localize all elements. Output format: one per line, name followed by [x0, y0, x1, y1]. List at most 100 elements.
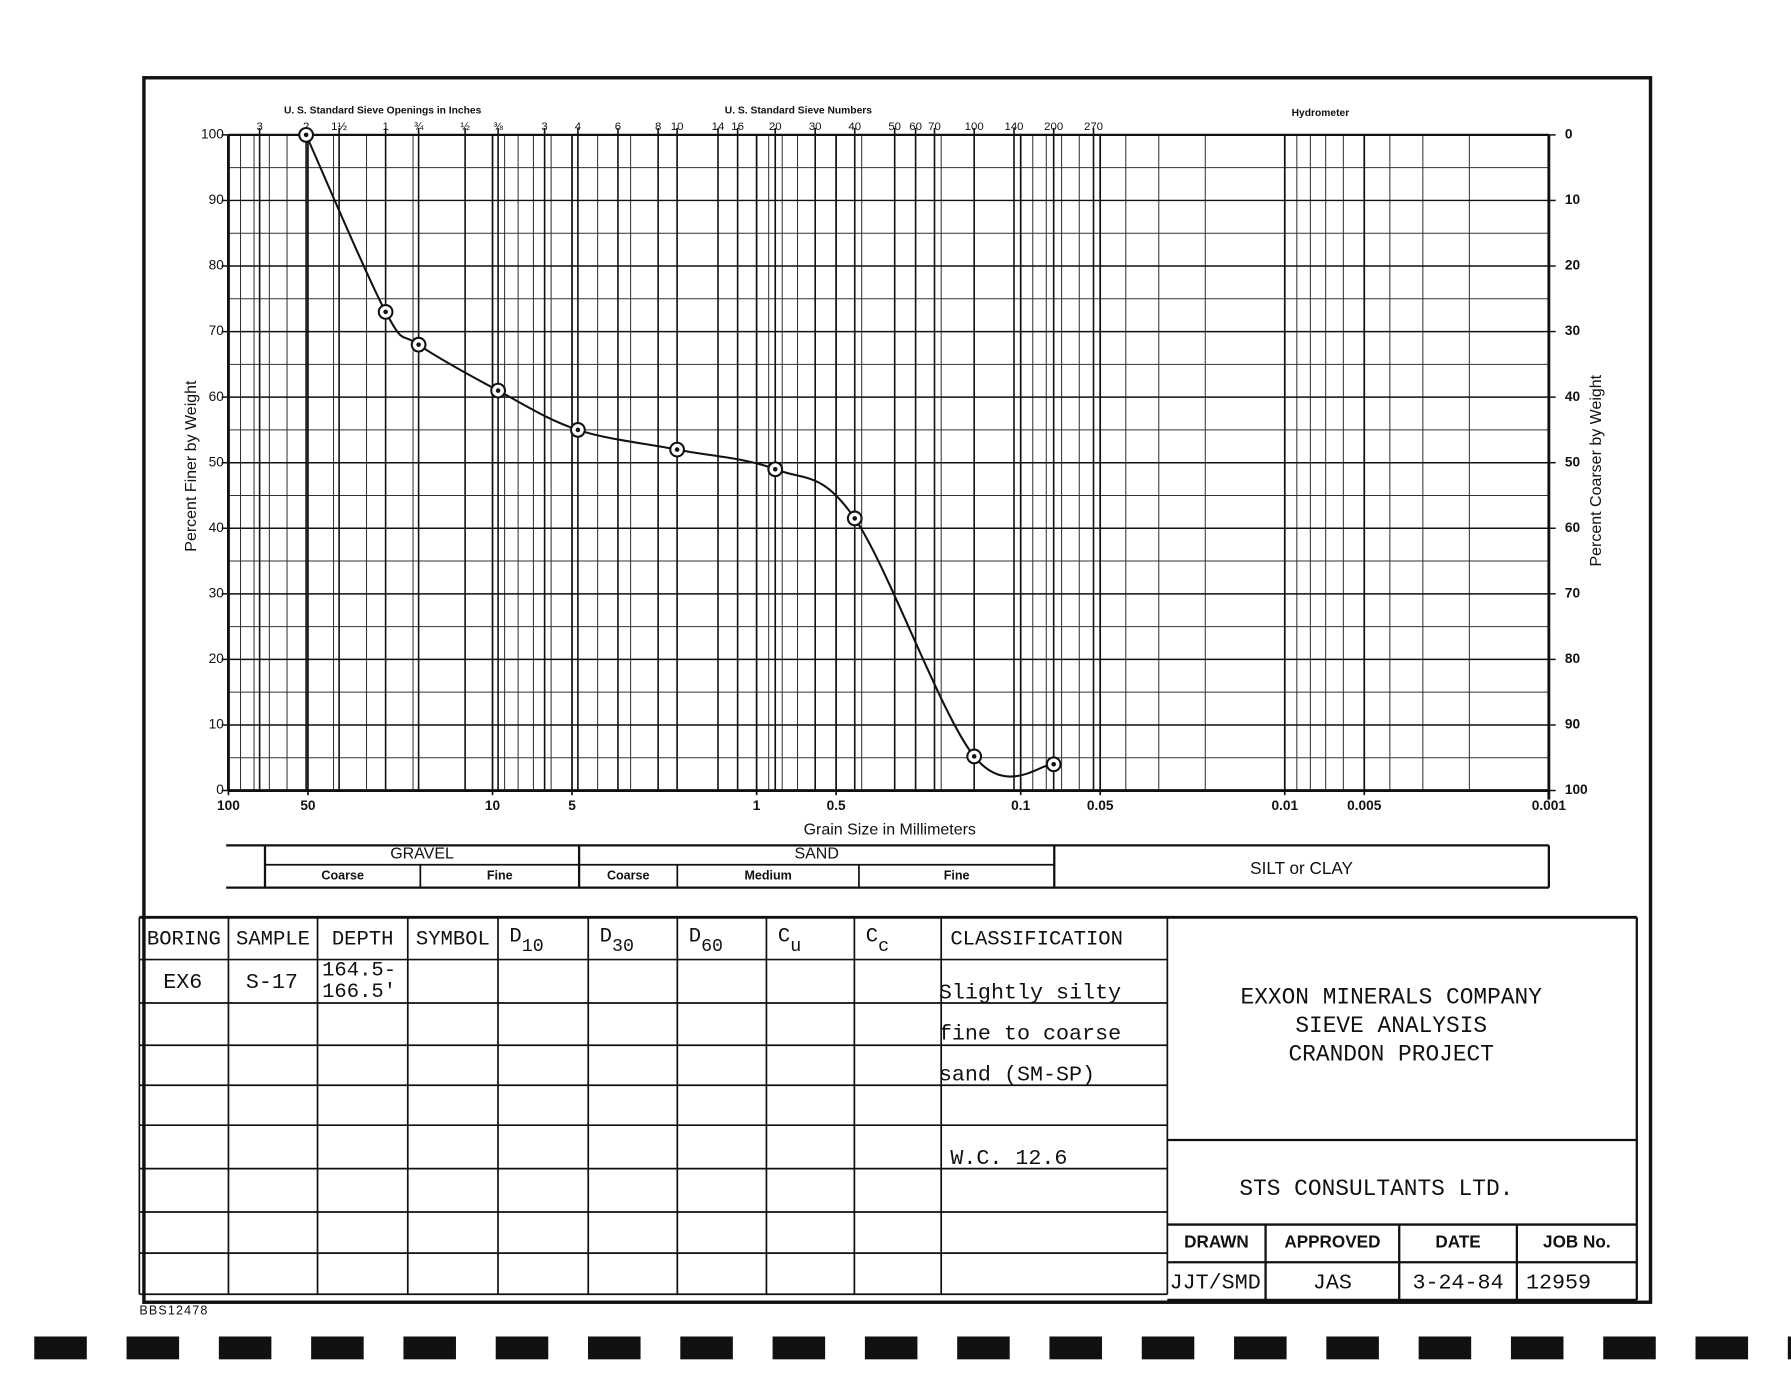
- consultant: STS CONSULTANTS LTD.: [1239, 1176, 1513, 1202]
- film-mark: [1787, 1336, 1791, 1360]
- point-dot: [495, 388, 501, 393]
- y-tick-label: 20: [209, 651, 225, 666]
- field-label: DRAWN: [1184, 1231, 1249, 1251]
- x-tick-label: 0.005: [1347, 798, 1382, 813]
- table-header: DEPTH: [332, 928, 394, 951]
- header-main: D: [600, 926, 612, 949]
- data-point: [377, 304, 394, 320]
- film-mark: [311, 1336, 364, 1360]
- point-dot: [772, 466, 778, 472]
- film-mark: [957, 1336, 1010, 1360]
- soil-class: SAND: [794, 846, 838, 863]
- table-header: SAMPLE: [236, 928, 310, 951]
- film-mark: [864, 1336, 918, 1360]
- sieve-label: 70: [928, 121, 941, 133]
- y-tick-label: 70: [209, 323, 225, 338]
- y2-tick-label: 40: [1565, 389, 1581, 404]
- cell-text: EX6: [163, 970, 202, 995]
- cell-text: Slightly silty: [939, 980, 1121, 1005]
- sieve-label: 1½: [331, 121, 347, 133]
- company-line: SIEVE ANALYSIS: [1295, 1013, 1487, 1039]
- sieve-label: 50: [888, 121, 901, 133]
- footer-code: BBS12478: [139, 1304, 208, 1318]
- company-line: CRANDON PROJECT: [1288, 1041, 1493, 1067]
- film-mark: [1603, 1336, 1656, 1360]
- y-tick-label: 80: [209, 258, 225, 273]
- soil-subclass: Fine: [487, 868, 513, 882]
- film-mark: [680, 1336, 733, 1360]
- data-point: [767, 461, 784, 478]
- y2-tick-label: 90: [1565, 717, 1581, 732]
- y2-tick-label: 30: [1565, 323, 1581, 338]
- y2-tick-label: 80: [1565, 651, 1581, 666]
- soil-subclass: Coarse: [321, 868, 364, 882]
- header-main: D: [509, 926, 521, 949]
- y2-tick-label: 0: [1565, 127, 1573, 142]
- film-mark: [1141, 1336, 1195, 1360]
- x-tick-label: 0.001: [1532, 798, 1567, 813]
- y-tick-label: 100: [201, 127, 224, 142]
- field-value: 12959: [1526, 1271, 1591, 1296]
- table-header: Cu: [778, 926, 801, 957]
- film-mark: [1695, 1336, 1749, 1360]
- soil-subclass: Coarse: [607, 868, 650, 882]
- sieve-label: ½: [460, 121, 470, 133]
- sieve-label: 6: [615, 121, 621, 133]
- soil-class: GRAVEL: [390, 846, 454, 863]
- sieve-label: 200: [1044, 121, 1063, 133]
- table-header: CLASSIFICATION: [950, 928, 1123, 951]
- point-dot: [383, 309, 388, 315]
- film-mark: [772, 1336, 826, 1360]
- film-mark: [495, 1336, 549, 1360]
- x-tick-label: 100: [217, 798, 240, 813]
- x-tick-label: 10: [485, 798, 501, 813]
- x-axis-title: Grain Size in Millimeters: [804, 822, 976, 839]
- table-header: D60: [689, 926, 723, 957]
- field-label: APPROVED: [1284, 1231, 1380, 1251]
- film-mark: [1510, 1336, 1564, 1360]
- film-mark: [1418, 1336, 1472, 1360]
- cell-text: sand (SM-SP): [939, 1063, 1095, 1088]
- field-value: 3-24-84: [1412, 1271, 1503, 1296]
- sieve-label: ⅜: [493, 121, 503, 133]
- point-dot: [303, 132, 309, 138]
- film-mark: [588, 1336, 641, 1360]
- x-tick-label: 0.05: [1087, 798, 1114, 813]
- point-dot: [971, 754, 977, 759]
- top-title: U. S. Standard Sieve Openings in Inches: [284, 106, 482, 117]
- gradation-curve: [305, 134, 1054, 778]
- sieve-label: 60: [909, 121, 922, 133]
- film-mark: [403, 1336, 456, 1360]
- table-header: SYMBOL: [416, 928, 490, 951]
- data-point: [410, 336, 427, 353]
- y2-tick-label: 50: [1565, 454, 1581, 469]
- data-point: [1045, 756, 1062, 773]
- sieve-label: 16: [731, 121, 744, 133]
- sieve-label: 3: [541, 121, 547, 133]
- header-sub: 60: [701, 937, 723, 957]
- header-sub: u: [790, 937, 801, 957]
- x-tick-label: 1: [753, 798, 761, 813]
- x-tick-label: 0.1: [1011, 798, 1030, 813]
- data-point: [669, 441, 685, 458]
- header-sub: 30: [612, 937, 634, 957]
- sieve-label: 270: [1084, 121, 1103, 133]
- sieve-label: 14: [712, 121, 725, 133]
- y-axis-title: Percent Finer by Weight: [183, 380, 200, 552]
- cell-text: S-17: [246, 970, 298, 995]
- point-dot: [1051, 762, 1056, 767]
- x-tick-label: 5: [568, 798, 576, 813]
- soil-subclass: Fine: [944, 868, 970, 882]
- film-mark: [34, 1336, 87, 1360]
- data-point: [846, 510, 863, 527]
- top-title: U. S. Standard Sieve Numbers: [725, 106, 872, 117]
- header-main: C: [866, 926, 878, 949]
- y2-tick-label: 10: [1565, 192, 1581, 207]
- soil-class: SILT or CLAY: [1250, 858, 1353, 878]
- y2-axis-title: Percent Coarser by Weight: [1588, 374, 1605, 566]
- y-tick-label: 60: [209, 389, 225, 404]
- data-point: [490, 382, 506, 399]
- cell-text: W.C. 12.6: [950, 1146, 1067, 1171]
- header-main: D: [689, 926, 701, 949]
